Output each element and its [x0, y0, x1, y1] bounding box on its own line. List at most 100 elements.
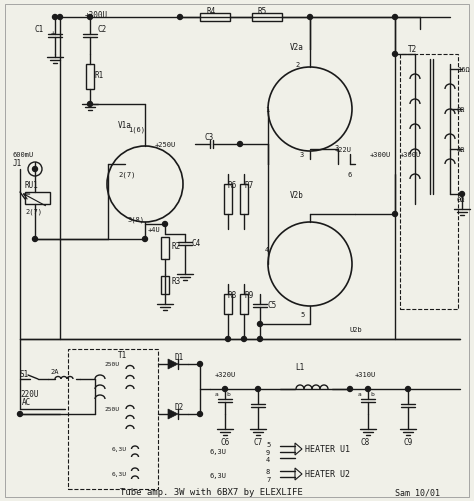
Text: +310U: +310U — [355, 371, 376, 377]
Text: L1: L1 — [295, 363, 304, 372]
Bar — [161, 237, 169, 260]
Text: R8: R8 — [228, 290, 237, 299]
Text: C1: C1 — [35, 26, 44, 35]
Text: T2: T2 — [408, 46, 417, 55]
Circle shape — [198, 362, 202, 367]
Circle shape — [57, 16, 63, 21]
Polygon shape — [168, 359, 178, 369]
Text: 3(8): 3(8) — [128, 216, 145, 223]
Text: 6,3U: 6,3U — [210, 472, 227, 478]
Circle shape — [459, 192, 465, 197]
Circle shape — [33, 237, 37, 242]
Circle shape — [405, 387, 410, 392]
Text: 8Ω: 8Ω — [457, 107, 465, 113]
Text: 6,3U: 6,3U — [112, 446, 127, 451]
Text: C6: C6 — [220, 438, 229, 446]
Text: 5: 5 — [300, 312, 304, 317]
Text: 6: 6 — [348, 172, 352, 178]
Circle shape — [53, 16, 57, 21]
Text: 2: 2 — [295, 62, 299, 68]
Circle shape — [226, 337, 230, 342]
Circle shape — [241, 337, 246, 342]
Text: 600mU: 600mU — [13, 152, 34, 158]
Text: R1: R1 — [95, 70, 104, 79]
Text: 9: 9 — [266, 449, 270, 455]
Text: 8: 8 — [266, 468, 270, 474]
Text: HEATER U1: HEATER U1 — [305, 444, 350, 453]
Text: +4U: +4U — [148, 226, 161, 232]
Text: C5: C5 — [268, 301, 277, 310]
Text: 4: 4 — [265, 246, 269, 253]
Text: 3: 3 — [335, 145, 339, 151]
Circle shape — [255, 387, 261, 392]
Circle shape — [177, 16, 182, 21]
Bar — [224, 295, 232, 314]
Text: 2(7): 2(7) — [118, 171, 136, 178]
Text: T1: T1 — [118, 350, 127, 359]
Circle shape — [33, 167, 37, 172]
Bar — [25, 192, 50, 204]
Circle shape — [237, 142, 243, 147]
Circle shape — [257, 337, 263, 342]
Text: 250U: 250U — [104, 362, 119, 367]
Bar — [161, 277, 169, 295]
Text: +: + — [51, 30, 55, 36]
Bar — [240, 295, 248, 314]
Text: R5: R5 — [258, 7, 267, 16]
Text: 2A: 2A — [50, 368, 58, 374]
Text: C3: C3 — [205, 132, 214, 141]
Bar — [400, 55, 458, 310]
Circle shape — [88, 16, 92, 21]
Text: R7: R7 — [245, 180, 254, 189]
Text: R9: R9 — [245, 290, 254, 299]
Text: Sam 10/01: Sam 10/01 — [395, 487, 440, 496]
Text: 2(7): 2(7) — [25, 208, 42, 215]
Text: 5: 5 — [266, 441, 270, 447]
Bar — [252, 14, 282, 22]
Text: U2b: U2b — [350, 326, 363, 332]
Circle shape — [198, 412, 202, 417]
Text: +300U: +300U — [85, 11, 108, 20]
Text: 4Ω: 4Ω — [457, 147, 465, 153]
Circle shape — [392, 53, 398, 58]
Text: 6,3U: 6,3U — [210, 448, 227, 454]
Text: 7: 7 — [266, 476, 270, 482]
Text: AC: AC — [22, 398, 31, 407]
Text: 3: 3 — [300, 152, 304, 158]
Text: C4: C4 — [192, 239, 201, 248]
Text: D2: D2 — [175, 403, 184, 412]
Circle shape — [308, 16, 312, 21]
Circle shape — [163, 222, 167, 227]
Text: S1: S1 — [20, 370, 29, 379]
Polygon shape — [168, 409, 178, 419]
Circle shape — [18, 412, 22, 417]
Circle shape — [365, 387, 371, 392]
Text: 1(6): 1(6) — [128, 126, 145, 133]
Text: a: a — [215, 392, 219, 397]
Text: C8: C8 — [360, 438, 370, 446]
Text: R6: R6 — [228, 180, 237, 189]
Bar — [68, 349, 158, 489]
Text: J1: J1 — [13, 158, 22, 167]
Circle shape — [257, 322, 263, 327]
Text: C9: C9 — [403, 438, 413, 446]
Circle shape — [347, 387, 353, 392]
Circle shape — [392, 212, 398, 217]
Text: R3: R3 — [172, 277, 181, 286]
Circle shape — [222, 387, 228, 392]
Text: D1: D1 — [175, 353, 184, 362]
Text: R4: R4 — [207, 7, 216, 16]
Bar — [240, 185, 248, 214]
Text: 6,3U: 6,3U — [112, 471, 127, 476]
Text: V1a: V1a — [118, 120, 132, 129]
Text: C2: C2 — [98, 26, 107, 35]
Text: 0Ω: 0Ω — [457, 196, 465, 202]
Text: b: b — [370, 392, 374, 397]
Text: HEATER U2: HEATER U2 — [305, 469, 350, 478]
Circle shape — [392, 16, 398, 21]
Text: Tube amp. 3W with 6BX7 by ELEXLIFE: Tube amp. 3W with 6BX7 by ELEXLIFE — [120, 487, 303, 496]
Text: V2a: V2a — [290, 44, 304, 53]
Text: a: a — [358, 392, 362, 397]
Text: RU1: RU1 — [25, 180, 39, 189]
Text: +300U: +300U — [369, 152, 391, 158]
